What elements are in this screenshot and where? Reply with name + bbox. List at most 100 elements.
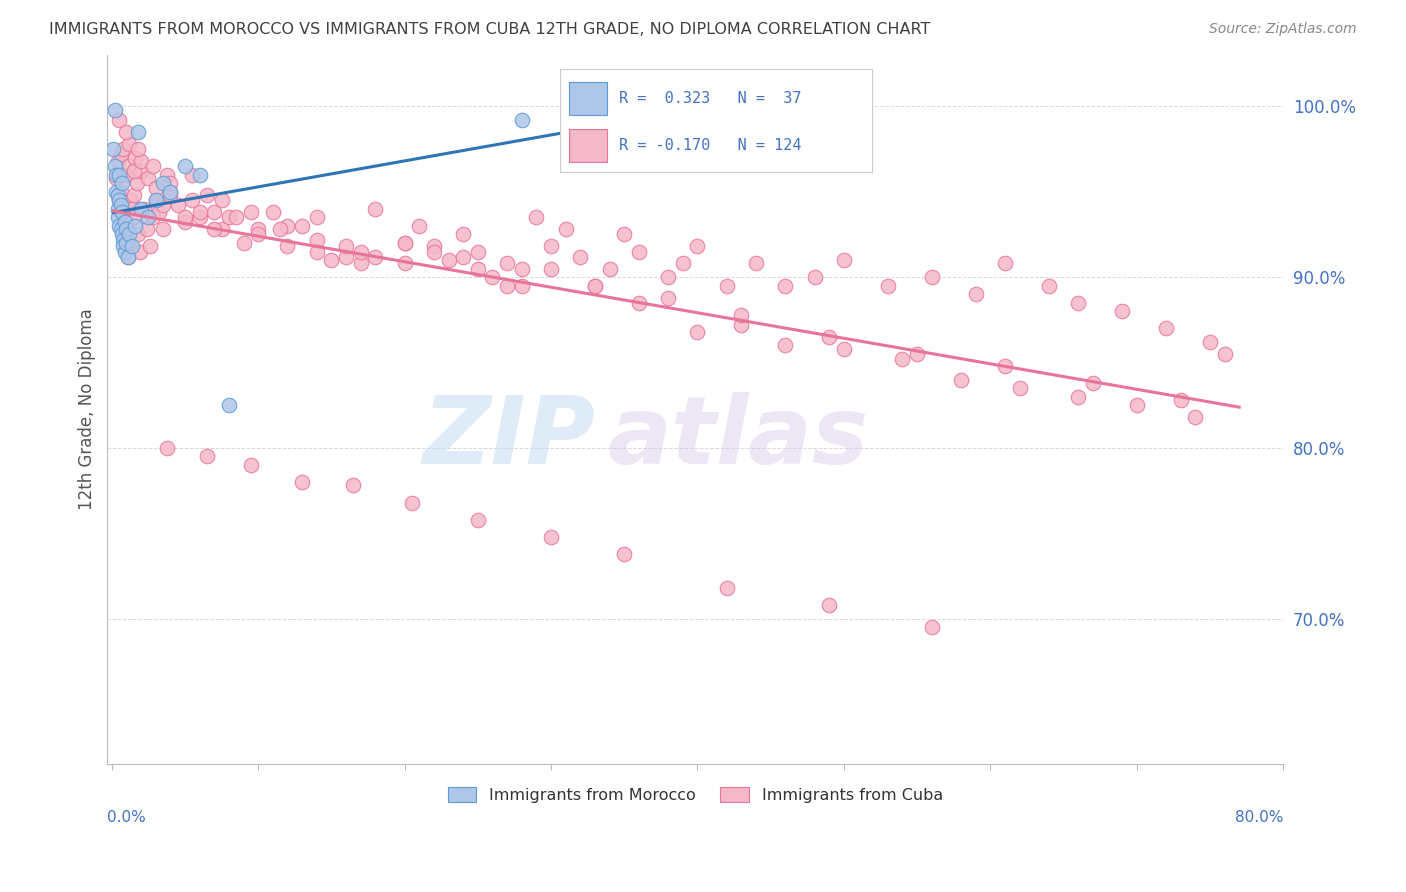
Point: [104, 159, 127, 173]
Point: [111, 168, 134, 182]
Point: [108, 168, 131, 182]
Point: [950, 373, 973, 387]
Point: [540, 239, 562, 253]
Point: [142, 211, 165, 225]
Text: IMMIGRANTS FROM MOROCCO VS IMMIGRANTS FROM CUBA 12TH GRADE, NO DIPLOMA CORRELATI: IMMIGRANTS FROM MOROCCO VS IMMIGRANTS FR…: [49, 22, 931, 37]
Point: [496, 278, 519, 293]
Point: [152, 176, 174, 190]
Point: [111, 227, 134, 242]
Point: [408, 219, 430, 233]
Point: [613, 227, 636, 242]
Point: [745, 256, 768, 270]
Point: [111, 205, 134, 219]
Point: [145, 194, 167, 208]
Point: [122, 211, 145, 225]
Point: [110, 222, 132, 236]
Point: [118, 136, 141, 151]
Point: [135, 222, 157, 236]
Point: [686, 325, 709, 339]
Point: [103, 142, 125, 156]
Point: [174, 159, 197, 173]
Point: [832, 342, 855, 356]
Point: [218, 211, 240, 225]
Point: [832, 253, 855, 268]
Point: [467, 513, 489, 527]
Point: [156, 441, 179, 455]
Point: [107, 202, 129, 216]
Point: [132, 202, 155, 216]
Point: [117, 222, 139, 236]
Point: [129, 202, 152, 216]
Point: [110, 185, 132, 199]
Legend: Immigrants from Morocco, Immigrants from Cuba: Immigrants from Morocco, Immigrants from…: [441, 780, 949, 809]
Point: [115, 235, 138, 250]
Point: [188, 211, 211, 225]
Point: [125, 176, 148, 190]
Point: [110, 147, 132, 161]
Point: [139, 239, 162, 253]
Point: [1170, 393, 1192, 408]
Point: [159, 188, 181, 202]
Point: [672, 256, 695, 270]
Point: [166, 198, 188, 212]
Point: [1125, 398, 1147, 412]
Point: [129, 164, 152, 178]
Point: [526, 211, 548, 225]
Point: [423, 244, 446, 259]
Point: [110, 198, 132, 212]
Point: [1199, 334, 1222, 349]
Point: [364, 250, 387, 264]
Point: [195, 188, 218, 202]
Point: [118, 239, 141, 253]
Point: [1111, 304, 1133, 318]
Point: [1067, 295, 1090, 310]
Y-axis label: 12th Grade, No Diploma: 12th Grade, No Diploma: [79, 309, 96, 510]
Point: [120, 194, 142, 208]
Point: [269, 222, 291, 236]
Point: [994, 359, 1017, 373]
Point: [1067, 390, 1090, 404]
Point: [112, 198, 135, 212]
Point: [291, 219, 314, 233]
Point: [129, 154, 152, 169]
Point: [540, 261, 562, 276]
Point: [112, 239, 135, 253]
Point: [276, 219, 298, 233]
Point: [108, 113, 131, 128]
Text: ZIP: ZIP: [422, 392, 595, 483]
Point: [554, 222, 576, 236]
Point: [965, 287, 987, 301]
Point: [105, 185, 128, 199]
Point: [364, 202, 387, 216]
Point: [128, 244, 150, 259]
Point: [127, 227, 149, 242]
Point: [1081, 376, 1104, 390]
Point: [138, 211, 160, 225]
Point: [159, 185, 181, 199]
Point: [1154, 321, 1177, 335]
Point: [202, 205, 225, 219]
Point: [124, 219, 146, 233]
Point: [114, 211, 136, 225]
Point: [108, 194, 131, 208]
Point: [1008, 381, 1031, 395]
Text: 80.0%: 80.0%: [1234, 810, 1284, 825]
Point: [716, 581, 738, 595]
Point: [730, 318, 752, 332]
Point: [583, 278, 606, 293]
Point: [321, 253, 343, 268]
Point: [117, 250, 139, 264]
Point: [394, 256, 416, 270]
Point: [510, 113, 533, 128]
Point: [115, 125, 138, 139]
Point: [627, 295, 650, 310]
Point: [104, 103, 127, 117]
Point: [657, 270, 679, 285]
Point: [114, 244, 136, 259]
Point: [540, 530, 562, 544]
Point: [117, 250, 139, 264]
Point: [232, 235, 254, 250]
Point: [305, 233, 328, 247]
Point: [114, 215, 136, 229]
Point: [142, 159, 165, 173]
